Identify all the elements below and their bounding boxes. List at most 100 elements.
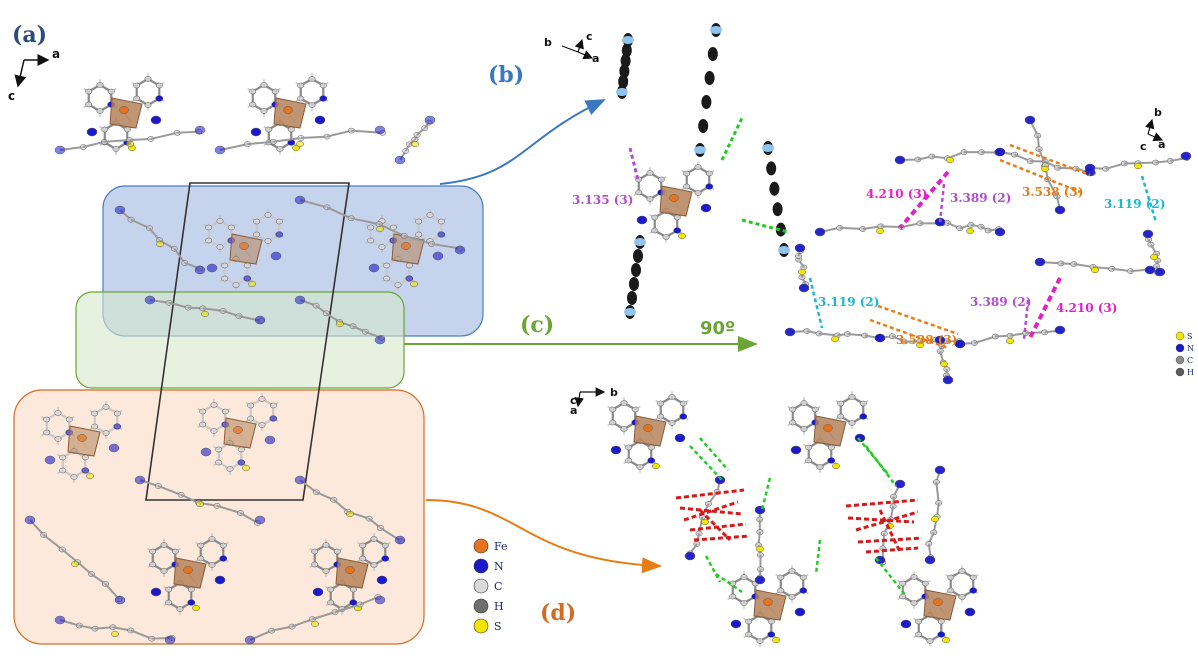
iron-atom <box>669 194 679 202</box>
legend-small-label-n: N <box>1187 344 1194 353</box>
sulfur-atom <box>196 500 204 508</box>
d-red-contacts-left <box>675 488 751 542</box>
nitrogen-atom <box>705 183 714 190</box>
panel-a-axis-x: a <box>52 47 60 61</box>
carbon-atom <box>221 262 229 269</box>
orange-box <box>13 389 425 645</box>
carbon-atom <box>683 170 691 177</box>
carbon-atom <box>415 218 423 225</box>
carbon-atom <box>322 542 330 548</box>
sulfur-atom <box>126 140 134 148</box>
nitrogen-atom <box>150 115 162 125</box>
carbon-ellipsoid <box>698 119 709 133</box>
carbon-atom <box>668 420 676 426</box>
nitrogen-atom <box>1180 151 1192 161</box>
nitrogen-atom <box>374 335 386 345</box>
carbon-atom <box>221 275 229 282</box>
carbon-atom <box>426 212 434 218</box>
sulfur-atom <box>296 140 304 148</box>
nitrogen-atom <box>54 145 66 155</box>
carbon-ellipsoid <box>772 202 783 217</box>
b-green-contact-2 <box>741 218 789 234</box>
nitrogen-atom <box>374 595 386 605</box>
carbon-atom <box>308 76 316 82</box>
iron-atom <box>933 598 943 606</box>
green-box <box>75 291 405 389</box>
carbon-atom <box>789 419 797 426</box>
d-green-contacts <box>689 437 907 597</box>
c-distance-purple-bottom: 3.389 (2) <box>970 295 1031 309</box>
carbon-atom <box>311 548 319 555</box>
carbon-atom <box>381 542 389 549</box>
nitrogen-atom <box>1054 205 1066 215</box>
nitrogen-atom <box>1024 115 1036 125</box>
nitrogen-atom <box>206 263 218 273</box>
carbon-atom <box>859 400 867 407</box>
carbon-atom <box>333 548 341 555</box>
nitrogen-atom <box>214 575 226 585</box>
carbon-atom <box>635 189 643 196</box>
panel-d: b c a <box>570 386 979 647</box>
legend-label-c: C <box>494 580 502 593</box>
carbon-atom <box>636 464 644 470</box>
carbon-atom <box>96 108 104 114</box>
b-distance-purple: 3.135 (3) <box>572 193 633 207</box>
nitrogen-atom <box>254 315 266 325</box>
sulfur-atom <box>966 227 974 235</box>
nitrogen-atom <box>155 95 164 102</box>
carbon-atom <box>258 396 266 402</box>
carbon-atom <box>65 416 73 423</box>
carbon-ellipsoid <box>766 161 777 176</box>
carbon-atom <box>112 146 120 152</box>
carbon-atom <box>740 600 748 606</box>
iron-atom <box>345 566 355 574</box>
carbon-ellipsoid <box>704 71 715 85</box>
nitrogen-atom <box>270 251 282 261</box>
carbon-atom <box>827 444 835 451</box>
bond <box>291 618 313 628</box>
carbon-atom <box>199 408 207 415</box>
carbon-atom <box>679 400 687 407</box>
nitrogen-atom <box>264 435 276 445</box>
carbon-atom <box>144 102 152 108</box>
nitrogen-atom <box>194 125 206 135</box>
carbon-atom <box>54 436 62 442</box>
sulfur-atom <box>376 225 384 233</box>
carbon-atom <box>227 224 235 231</box>
panel-b-label: (b) <box>488 62 524 88</box>
sulfur-atom <box>1150 253 1158 261</box>
iron-atom <box>239 242 249 250</box>
nitrogen-atom <box>754 575 766 585</box>
nitrogen-atom <box>969 587 978 594</box>
bond <box>935 481 940 504</box>
carbon-atom <box>788 594 796 600</box>
nitrogen-ellipsoid <box>778 246 790 254</box>
carbon-atom <box>745 631 753 638</box>
nitrogen-atom <box>113 423 122 430</box>
bond <box>378 223 405 237</box>
carbon-atom <box>777 574 785 581</box>
nitrogen-atom <box>894 479 906 489</box>
carbon-atom <box>249 88 257 95</box>
panel-a-axis-y: c <box>8 89 15 103</box>
sulfur-atom <box>1041 165 1049 173</box>
nitrogen-atom <box>24 515 36 525</box>
panel-d-label: (d) <box>540 600 576 626</box>
iron-atom <box>763 598 773 606</box>
nitrogen-atom <box>859 413 868 420</box>
carbon-atom <box>101 126 109 133</box>
carbon-ellipsoid <box>701 95 712 109</box>
nitrogen-ellipsoid <box>616 88 628 96</box>
carbon-atom <box>816 464 824 470</box>
nitrogen-atom <box>376 575 388 585</box>
nitrogen-atom <box>368 263 380 273</box>
carbon-atom <box>673 214 681 221</box>
carbon-atom <box>848 420 856 426</box>
legend-swatch-s <box>473 618 489 634</box>
carbon-atom <box>805 444 813 451</box>
nitrogen-atom <box>1144 265 1156 275</box>
panel-c-axis-z: c <box>1140 140 1147 153</box>
carbon-atom <box>96 82 104 88</box>
bond <box>130 629 153 640</box>
